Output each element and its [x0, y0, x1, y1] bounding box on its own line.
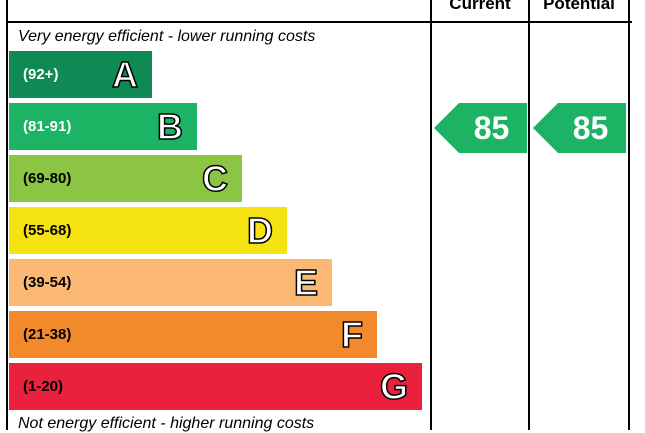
frame-header-divider	[6, 21, 632, 23]
potential-column-header: Potential	[543, 0, 615, 13]
band-f: (21-38) F	[9, 311, 377, 358]
current-rating-value: 85	[473, 110, 510, 146]
band-b: (81-91) B	[9, 103, 197, 150]
band-letter: E	[293, 261, 319, 304]
band-e: (39-54) E	[9, 259, 332, 306]
arrow-shape-icon	[434, 103, 527, 153]
current-column-header: Current	[449, 0, 511, 13]
bottom-caption: Not energy efficient - higher running co…	[18, 415, 315, 432]
frame-col-divider-2	[528, 0, 530, 430]
band-range-label: (81-91)	[23, 118, 72, 135]
potential-rating-arrow: 85	[533, 103, 626, 153]
band-c: (69-80) C	[9, 155, 242, 202]
frame-col-divider-3	[628, 0, 630, 430]
band-g: (1-20) G	[9, 363, 422, 410]
frame-col-divider-1	[430, 0, 432, 430]
band-range-label: (1-20)	[23, 378, 64, 395]
band-letter: B	[156, 105, 184, 148]
band-d: (55-68) D	[9, 207, 287, 254]
band-range-label: (55-68)	[23, 222, 72, 239]
band-letter: F	[340, 313, 364, 356]
band-letter: A	[111, 53, 139, 96]
band-letter: G	[379, 365, 409, 408]
top-caption: Very energy efficient - lower running co…	[18, 28, 316, 45]
frame-left-border	[6, 0, 8, 430]
current-rating-arrow: 85	[434, 103, 527, 153]
band-range-label: (92+)	[23, 66, 59, 83]
band-letter: C	[201, 157, 229, 200]
band-range-label: (39-54)	[23, 274, 72, 291]
band-range-label: (21-38)	[23, 326, 72, 343]
band-letter: D	[246, 209, 274, 252]
potential-rating-value: 85	[572, 110, 609, 146]
arrow-shape-icon	[533, 103, 626, 153]
band-range-label: (69-80)	[23, 170, 72, 187]
band-a: (92+) A	[9, 51, 152, 98]
